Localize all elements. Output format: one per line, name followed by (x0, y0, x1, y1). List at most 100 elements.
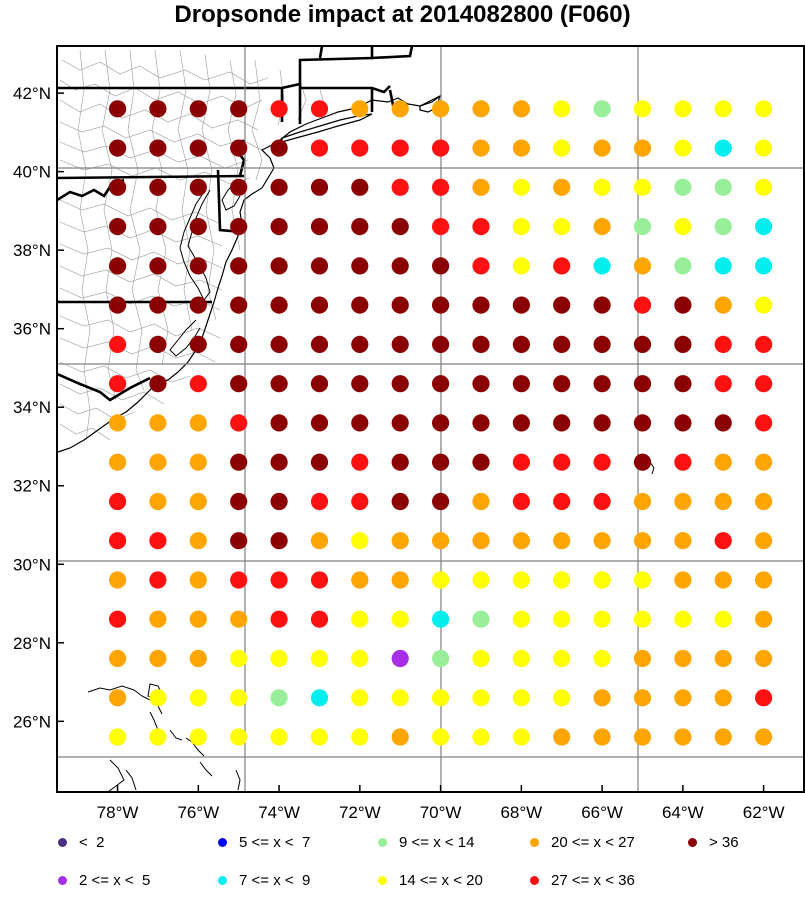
impact-marker (472, 610, 490, 628)
impact-marker (351, 257, 369, 275)
impact-marker (109, 453, 127, 471)
impact-marker (391, 453, 409, 471)
impact-marker (109, 335, 127, 353)
impact-marker (391, 335, 409, 353)
impact-marker (714, 335, 732, 353)
impact-marker (593, 335, 611, 353)
legend-item: 7 <= x < 9 (218, 870, 310, 890)
impact-marker (351, 178, 369, 196)
impact-marker (391, 532, 409, 550)
impact-marker (593, 610, 611, 628)
legend-swatch (530, 837, 539, 847)
y-tick-label: 42°N (13, 84, 51, 103)
impact-marker (149, 218, 167, 236)
impact-marker (593, 100, 611, 118)
impact-marker (553, 139, 571, 157)
impact-marker (633, 453, 652, 471)
chart-title: Dropsonde impact at 2014082800 (F060) (174, 1, 631, 28)
impact-marker (755, 178, 773, 196)
impact-marker (633, 218, 652, 236)
x-tick-label: 76°W (177, 803, 219, 822)
impact-marker (633, 689, 652, 707)
impact-marker (189, 453, 207, 471)
x-tick-label: 62°W (743, 803, 785, 822)
impact-marker (755, 610, 773, 628)
legend-swatch (378, 837, 387, 847)
impact-marker (593, 492, 611, 511)
impact-marker (230, 610, 248, 628)
impact-marker (432, 453, 450, 471)
impact-marker (512, 139, 531, 157)
impact-marker (432, 335, 450, 353)
impact-marker (391, 492, 409, 511)
impact-marker (310, 649, 329, 668)
impact-marker (391, 139, 409, 157)
impact-marker (512, 218, 531, 236)
impact-marker (472, 100, 490, 118)
impact-marker (714, 414, 732, 432)
impact-marker (109, 218, 127, 236)
legend-item: 27 <= x < 36 (530, 870, 635, 890)
impact-marker (391, 178, 409, 196)
impact-marker (109, 178, 127, 196)
impact-marker (553, 375, 571, 393)
impact-marker (351, 649, 369, 668)
impact-marker (674, 689, 692, 707)
impact-marker (714, 375, 732, 393)
impact-marker (351, 728, 369, 746)
impact-marker (633, 610, 652, 628)
impact-marker (230, 453, 248, 471)
impact-marker (310, 610, 329, 628)
impact-marker (512, 414, 531, 432)
impact-marker (755, 335, 773, 353)
impact-marker (189, 296, 207, 314)
impact-marker (432, 100, 450, 118)
legend-label: > 36 (709, 833, 739, 851)
impact-marker (391, 610, 409, 628)
impact-marker (755, 375, 773, 393)
graticule (57, 46, 804, 792)
legend-label: 27 <= x < 36 (551, 871, 635, 889)
legend-swatch (530, 875, 539, 885)
impact-marker (230, 532, 248, 550)
impact-marker (432, 728, 450, 746)
impact-marker (230, 689, 248, 707)
impact-marker (310, 100, 329, 118)
impact-marker (512, 492, 531, 511)
impact-marker (553, 610, 571, 628)
legend-swatch (218, 875, 227, 885)
y-axis: 42°N 40°N 38°N 36°N 34°N 32°N 30°N 28°N 26°N (13, 84, 64, 731)
impact-marker (674, 492, 692, 511)
impact-marker (109, 689, 127, 707)
impact-marker (391, 375, 409, 393)
impact-marker (432, 257, 450, 275)
impact-marker (391, 218, 409, 236)
legend-item: 20 <= x < 27 (530, 832, 635, 852)
impact-marker (674, 728, 692, 746)
impact-marker (230, 649, 248, 668)
impact-marker (149, 375, 167, 393)
impact-marker (553, 532, 571, 550)
impact-marker (714, 453, 732, 471)
impact-marker (391, 100, 409, 118)
impact-marker (109, 375, 127, 393)
impact-marker (189, 100, 207, 118)
impact-marker (755, 689, 773, 707)
impact-marker (432, 610, 450, 628)
impact-marker (714, 610, 732, 628)
impact-marker (472, 649, 490, 668)
legend-label: < 2 (79, 833, 105, 851)
impact-marker (270, 178, 288, 196)
impact-marker (512, 100, 531, 118)
impact-marker (230, 139, 248, 157)
impact-marker (432, 139, 450, 157)
impact-marker (230, 296, 248, 314)
impact-marker (512, 375, 531, 393)
impact-marker (391, 649, 409, 668)
impact-marker (593, 296, 611, 314)
impact-marker (189, 257, 207, 275)
impact-marker (714, 257, 732, 275)
impact-marker (633, 100, 652, 118)
impact-marker (472, 218, 490, 236)
impact-marker (432, 414, 450, 432)
